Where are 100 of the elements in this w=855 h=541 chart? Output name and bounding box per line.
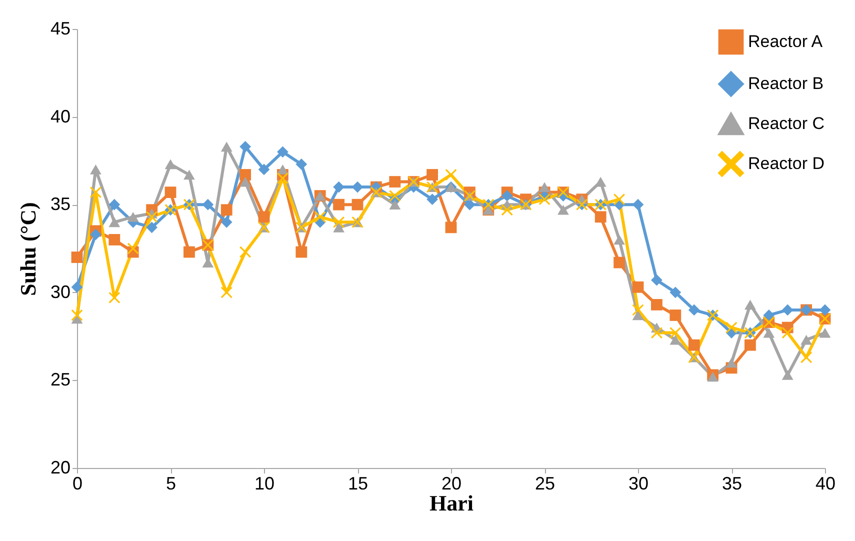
point — [90, 186, 102, 198]
point — [314, 211, 326, 223]
point — [670, 286, 682, 298]
point — [501, 204, 513, 216]
legend-label: Reactor A — [748, 32, 824, 51]
y-tick-label: 25 — [50, 370, 70, 390]
point — [220, 142, 232, 152]
point — [632, 310, 644, 320]
point — [819, 328, 831, 338]
point — [426, 169, 438, 180]
point — [277, 146, 288, 158]
point — [333, 181, 344, 193]
point — [651, 274, 662, 286]
point — [670, 327, 682, 338]
point — [352, 181, 364, 193]
point — [258, 211, 270, 223]
point — [800, 352, 812, 364]
point — [220, 216, 232, 228]
point — [782, 327, 794, 338]
point — [426, 194, 438, 206]
point — [389, 176, 401, 188]
point — [90, 228, 102, 240]
point — [184, 170, 195, 180]
point — [127, 212, 139, 222]
x-tick-label: 10 — [254, 474, 275, 494]
x-tick-label: 40 — [815, 474, 836, 494]
y-tick-label: 45 — [50, 18, 70, 38]
point — [333, 198, 344, 210]
point — [632, 281, 644, 293]
point — [632, 304, 644, 316]
point — [389, 200, 401, 210]
point — [333, 216, 344, 228]
point — [632, 198, 644, 210]
point — [352, 198, 364, 210]
point — [71, 252, 83, 263]
point — [614, 234, 625, 245]
x-axis-title: Hari — [430, 490, 474, 516]
y-tick-label: 20 — [50, 458, 70, 478]
point — [445, 169, 457, 180]
point — [296, 158, 308, 170]
point — [108, 234, 120, 246]
point — [220, 286, 232, 298]
point — [594, 211, 606, 223]
point — [614, 194, 625, 206]
point — [670, 310, 682, 321]
y-tick-label: 35 — [50, 194, 70, 214]
point — [726, 358, 738, 368]
point — [763, 310, 775, 321]
point — [108, 292, 120, 304]
point — [688, 339, 700, 351]
point — [90, 164, 102, 174]
point — [164, 159, 176, 170]
point — [614, 256, 625, 268]
point — [258, 164, 270, 176]
point — [538, 182, 550, 192]
point — [651, 327, 662, 338]
point — [71, 281, 83, 293]
legend-label: Reactor B — [748, 74, 824, 93]
point — [146, 211, 158, 223]
point — [240, 169, 251, 180]
legend-label: Reactor D — [748, 154, 825, 173]
point — [240, 176, 251, 187]
point — [782, 304, 794, 316]
y-tick-label: 40 — [50, 106, 70, 126]
x-tick-label: 35 — [722, 474, 742, 494]
legend-label: Reactor C — [748, 114, 825, 133]
point — [108, 198, 120, 210]
point — [744, 300, 756, 310]
x-tick-label: 15 — [348, 474, 368, 494]
point — [127, 242, 139, 254]
x-tick-label: 5 — [166, 474, 176, 494]
point — [651, 298, 662, 310]
point — [800, 334, 812, 345]
point — [277, 172, 288, 184]
point — [202, 198, 214, 210]
point — [501, 190, 513, 202]
point — [108, 217, 120, 228]
point — [819, 304, 831, 316]
point — [146, 222, 158, 234]
point — [220, 204, 232, 216]
point — [164, 186, 176, 198]
x-tick-label: 30 — [628, 474, 649, 494]
point — [296, 246, 308, 258]
point — [240, 140, 251, 152]
point — [782, 370, 794, 380]
x-tick-label: 0 — [72, 474, 83, 494]
point — [558, 204, 569, 215]
point — [389, 190, 401, 202]
x-tick-label: 25 — [534, 474, 556, 494]
point — [184, 246, 195, 258]
point — [688, 304, 700, 316]
point — [333, 222, 344, 232]
point — [763, 328, 775, 338]
point — [744, 339, 756, 351]
point — [445, 222, 457, 234]
point — [726, 322, 738, 334]
y-axis-title: Suhu (°C) — [15, 202, 40, 296]
point — [707, 372, 718, 382]
x-tick-label: 20 — [441, 474, 462, 494]
y-tick-label: 30 — [50, 282, 70, 302]
